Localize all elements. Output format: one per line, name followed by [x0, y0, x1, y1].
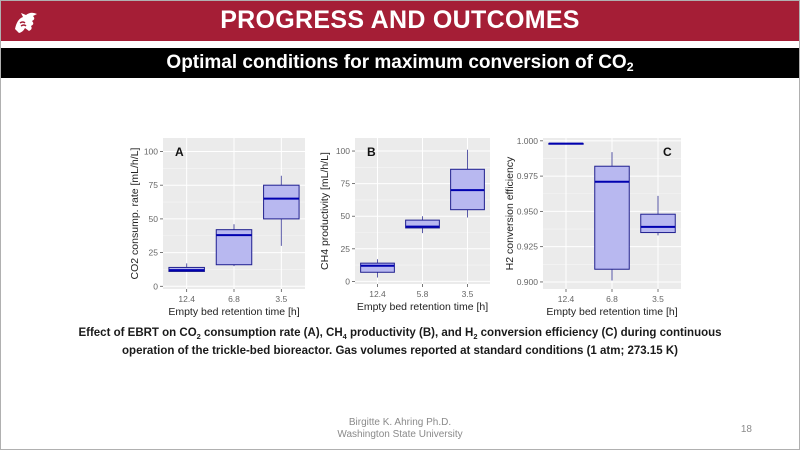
y-tick-label: 1.000	[517, 136, 539, 146]
caption-subscript: 2	[196, 332, 201, 341]
x-tick-label: 6.8	[228, 294, 240, 304]
y-tick-label: 25	[149, 248, 159, 258]
subtitle-text: Optimal conditions for maximum conversio…	[166, 52, 627, 73]
y-axis-label: H2 conversion efficiency	[504, 156, 516, 270]
slide-title: PROGRESS AND OUTCOMES	[220, 6, 580, 34]
caption-line-2: operation of the trickle-bed bioreactor.…	[122, 345, 678, 357]
y-tick-label: 0.950	[517, 206, 539, 216]
y-tick-label: 0	[345, 276, 350, 286]
x-tick-label: 12.4	[369, 289, 386, 299]
footer-author: Birgitte K. Ahring Ph.D.	[348, 417, 452, 428]
page-number: 18	[740, 424, 752, 435]
wsu-cougar-logo-icon	[15, 12, 37, 33]
caption-text: conversion efficiency (C) during continu…	[477, 327, 722, 339]
x-tick-label: 6.8	[606, 294, 618, 304]
chart-panel-c: 0.900 0.925 0.950 0.975 1.000 12.4 6.8 3.5 C Empt…	[504, 136, 681, 318]
subtitle-bar: Optimal conditions for maximum conversio…	[1, 48, 799, 78]
x-tick-label: 3.5	[275, 294, 287, 304]
caption-line-1: Effect of EBRT on CO2 consumption rate (…	[40, 326, 760, 344]
y-tick-label: 25	[341, 244, 351, 254]
caption-subscript: 2	[473, 332, 478, 341]
panel-label: B	[367, 145, 376, 159]
footer-institution: Washington State University	[337, 429, 463, 440]
chart-panel-b: 0 25 50 75 100 12.4 5.8 3.5 B Empty bed retention…	[319, 138, 490, 313]
y-tick-label: 75	[149, 180, 159, 190]
box	[360, 262, 395, 273]
y-tick-label: 0.925	[517, 242, 539, 252]
x-tick-label: 3.5	[652, 294, 664, 304]
y-tick-label: 0	[153, 281, 158, 291]
y-tick-label: 50	[149, 214, 159, 224]
box	[405, 219, 440, 229]
box	[263, 184, 300, 220]
y-tick-label: 50	[341, 211, 351, 221]
chart-figure: 0 25 50 75 100 12.4 6.8 3.5 A Empty bed retention…	[129, 136, 681, 318]
x-axis-label: Empty bed retention time [h]	[546, 306, 677, 318]
y-tick-label: 0.900	[517, 277, 539, 287]
x-axis-label: Empty bed retention time [h]	[168, 306, 299, 318]
y-tick-label: 100	[144, 146, 158, 156]
x-tick-label: 3.5	[462, 289, 474, 299]
box	[594, 165, 630, 270]
caption-text: consumption rate (A), CH	[200, 327, 343, 339]
x-tick-label: 12.4	[558, 294, 575, 304]
chart-panel-a: 0 25 50 75 100 12.4 6.8 3.5 A Empty bed retention…	[129, 138, 305, 318]
y-tick-label: 0.975	[517, 171, 539, 181]
y-axis-label: CH4 productivity [mL/h/L]	[319, 152, 331, 270]
caption-subscript: 4	[342, 332, 347, 341]
title-bar: PROGRESS AND OUTCOMES	[1, 1, 799, 41]
x-tick-label: 12.4	[178, 294, 195, 304]
panel-label: C	[663, 145, 672, 159]
slide-subtitle: Optimal conditions for maximum conversio…	[1, 52, 799, 74]
y-tick-label: 75	[341, 179, 351, 189]
y-tick-label: 100	[336, 146, 350, 156]
panel-label: A	[175, 145, 184, 159]
caption-text: Effect of EBRT on CO	[78, 327, 197, 339]
x-tick-label: 5.8	[417, 289, 429, 299]
figure-caption: Effect of EBRT on CO2 consumption rate (…	[40, 326, 760, 359]
footer: Birgitte K. Ahring Ph.D. Washington Stat…	[250, 417, 550, 441]
box	[640, 213, 676, 234]
subtitle-subscript: 2	[626, 60, 634, 74]
y-axis-label: CO2 consump. rate [mL/h/L]	[129, 147, 141, 279]
x-axis-label: Empty bed retention time [h]	[357, 301, 488, 313]
caption-text: productivity (B), and H	[346, 327, 474, 339]
